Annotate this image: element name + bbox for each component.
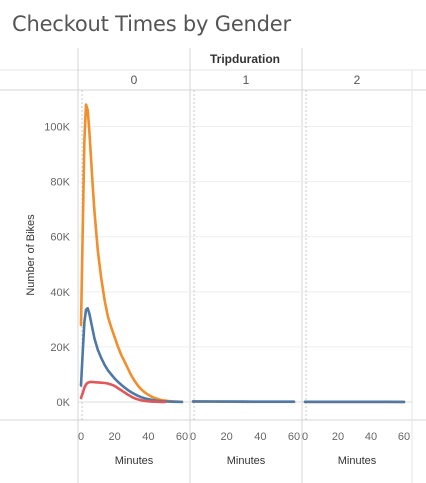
x-tick-label: 40: [365, 431, 377, 443]
x-tick-label: 0: [190, 431, 196, 443]
x-tick-label: 40: [254, 431, 266, 443]
chart-title: Checkout Times by Gender: [12, 12, 291, 36]
x-tick-label: 60: [398, 431, 410, 443]
y-tick-label: 0K: [57, 397, 71, 409]
y-tick-label: 80K: [50, 177, 70, 189]
x-axis-label: Minutes: [227, 455, 266, 467]
x-tick-label: 20: [221, 431, 233, 443]
panel-header: 1: [243, 73, 250, 87]
chart-frame: [0, 48, 426, 483]
y-tick-label: 60K: [50, 232, 70, 244]
x-tick-label: 60: [176, 431, 188, 443]
x-tick-label: 0: [78, 431, 84, 443]
x-axis-label: Minutes: [115, 455, 154, 467]
x-tick-label: 0: [302, 431, 308, 443]
series-line: [79, 103, 184, 404]
y-tick-label: 100K: [44, 122, 70, 134]
y-tick-label: 40K: [50, 287, 70, 299]
y-axis-label: Number of Bikes: [25, 214, 37, 296]
x-tick-label: 20: [109, 431, 121, 443]
x-axis: 0 20 40 60 Minutes 0 20 40 60 Minutes 0 20 40 60 Minut…: [78, 431, 410, 467]
series-line: [79, 380, 167, 404]
y-axis: 0K 20K 40K 60K 80K 100K Number of Bikes: [25, 122, 71, 409]
series-lines: [79, 103, 406, 404]
column-header: Tripduration: [210, 52, 280, 66]
x-axis-label: Minutes: [338, 455, 377, 467]
panel-header: 2: [354, 73, 361, 87]
series-line: [79, 306, 184, 404]
x-tick-label: 40: [142, 431, 154, 443]
x-tick-label: 60: [288, 431, 300, 443]
x-tick-label: 20: [332, 431, 344, 443]
panel-headers: Tripduration 0 1 2: [131, 52, 361, 87]
y-tick-label: 20K: [50, 342, 70, 354]
panel-header: 0: [131, 73, 138, 87]
